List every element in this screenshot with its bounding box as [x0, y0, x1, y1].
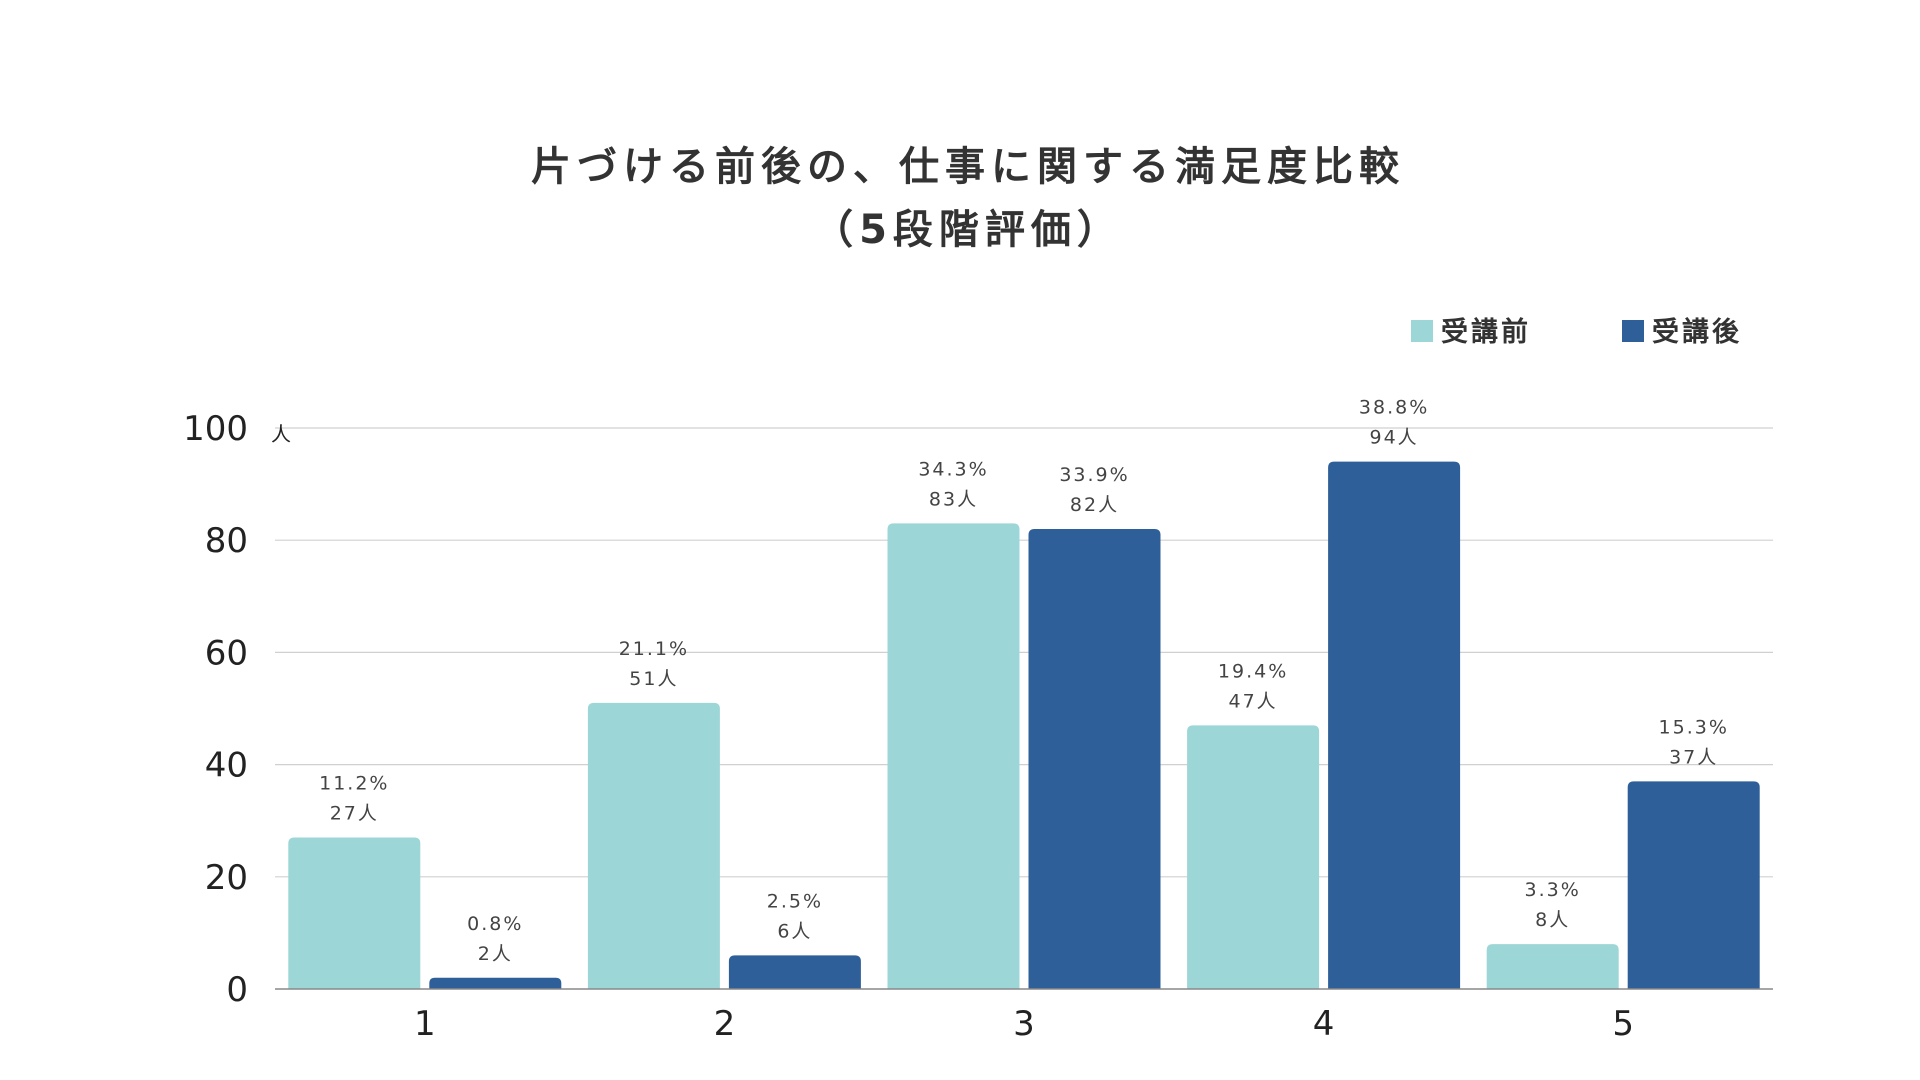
bar-before-5 [1486, 944, 1619, 989]
y-tick-label: 100 [183, 409, 248, 449]
gridlines [275, 427, 1773, 878]
data-label-percent: 19.4% [1218, 660, 1288, 682]
y-tick-label: 20 [205, 858, 248, 898]
data-label-percent: 0.8% [467, 913, 523, 935]
y-tick-label: 40 [205, 746, 248, 786]
bar-after-5 [1627, 781, 1760, 989]
legend: 受講前 受講後 [1411, 316, 1742, 348]
chart-title-line-1: 片づける前後の、仕事に関する満足度比較 [531, 144, 1405, 190]
bar-after-1 [429, 977, 562, 989]
data-label-percent: 21.1% [619, 638, 689, 660]
y-axis-ticks: 0 20 40 60 80 100 [183, 409, 248, 1010]
bar-after-2 [728, 955, 861, 989]
data-label-percent: 11.2% [319, 773, 389, 795]
data-label-count: 94人 [1370, 427, 1419, 449]
x-tick-label: 3 [1013, 1004, 1035, 1044]
y-axis-unit: 人 [271, 422, 291, 446]
bar-before-2 [587, 702, 720, 989]
bar-before-3 [887, 523, 1020, 989]
legend-item-after: 受講後 [1622, 316, 1742, 348]
bar-after-3 [1028, 528, 1161, 989]
data-label-count: 2人 [478, 943, 513, 965]
bar-after-4 [1328, 461, 1461, 989]
data-label-count: 83人 [929, 488, 978, 510]
data-label-percent: 2.5% [767, 890, 823, 912]
chart-title-line-2: （5段階評価） [813, 207, 1123, 253]
x-tick-label: 4 [1313, 1004, 1335, 1044]
data-label-count: 27人 [330, 803, 379, 825]
bar-before-1 [288, 837, 421, 989]
x-tick-label: 5 [1612, 1004, 1634, 1044]
legend-swatch-before [1411, 320, 1433, 342]
y-tick-label: 0 [226, 970, 248, 1010]
data-label-percent: 15.3% [1659, 716, 1729, 738]
legend-label-after: 受講後 [1652, 316, 1742, 348]
data-label-count: 37人 [1669, 746, 1718, 768]
data-label-percent: 3.3% [1525, 879, 1581, 901]
x-tick-label: 1 [414, 1004, 436, 1044]
y-tick-label: 60 [205, 633, 248, 673]
data-label-count: 47人 [1229, 690, 1278, 712]
data-label-count: 51人 [629, 668, 678, 690]
data-label-percent: 38.8% [1359, 397, 1429, 419]
bar-before-4 [1187, 725, 1320, 989]
data-label-count: 8人 [1535, 909, 1570, 931]
data-labels: 11.2% 27人 0.8% 2人 21.1% 51人 2.5% 6人 34.3% 83人 33.9… [319, 397, 1729, 965]
legend-swatch-after [1622, 320, 1644, 342]
legend-item-before: 受講前 [1411, 316, 1531, 348]
bars [288, 461, 1760, 989]
x-tick-label: 2 [714, 1004, 736, 1044]
x-axis-ticks: 1 2 3 4 5 [414, 1004, 1634, 1044]
data-label-percent: 33.9% [1059, 464, 1129, 486]
chart-title: 片づける前後の、仕事に関する満足度比較 （5段階評価） [531, 144, 1405, 253]
y-tick-label: 80 [205, 521, 248, 561]
data-label-count: 82人 [1070, 494, 1119, 516]
data-label-percent: 34.3% [918, 458, 988, 480]
legend-label-before: 受講前 [1441, 316, 1531, 348]
data-label-count: 6人 [777, 920, 812, 942]
